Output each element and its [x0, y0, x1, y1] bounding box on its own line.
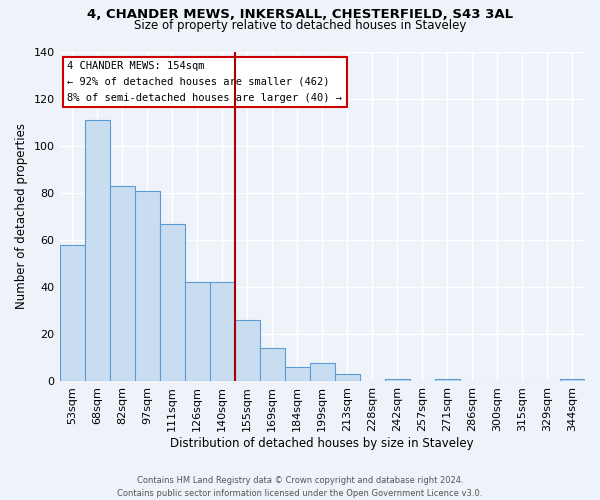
Text: Size of property relative to detached houses in Staveley: Size of property relative to detached ho…: [134, 18, 466, 32]
Bar: [110, 186, 134, 382]
Bar: [235, 320, 260, 382]
Text: 4, CHANDER MEWS, INKERSALL, CHESTERFIELD, S43 3AL: 4, CHANDER MEWS, INKERSALL, CHESTERFIELD…: [87, 8, 513, 20]
Bar: [385, 379, 410, 382]
Bar: [59, 245, 85, 382]
Bar: [335, 374, 360, 382]
Bar: [435, 379, 460, 382]
Bar: [134, 190, 160, 382]
Bar: [260, 348, 285, 382]
Bar: [285, 368, 310, 382]
Bar: [209, 282, 235, 382]
Bar: [85, 120, 110, 382]
Text: 4 CHANDER MEWS: 154sqm
← 92% of detached houses are smaller (462)
8% of semi-det: 4 CHANDER MEWS: 154sqm ← 92% of detached…: [67, 62, 343, 102]
Bar: [185, 282, 209, 382]
Y-axis label: Number of detached properties: Number of detached properties: [15, 124, 28, 310]
Text: Contains HM Land Registry data © Crown copyright and database right 2024.
Contai: Contains HM Land Registry data © Crown c…: [118, 476, 482, 498]
Bar: [310, 362, 335, 382]
X-axis label: Distribution of detached houses by size in Staveley: Distribution of detached houses by size …: [170, 437, 474, 450]
Bar: [560, 379, 585, 382]
Bar: [160, 224, 185, 382]
